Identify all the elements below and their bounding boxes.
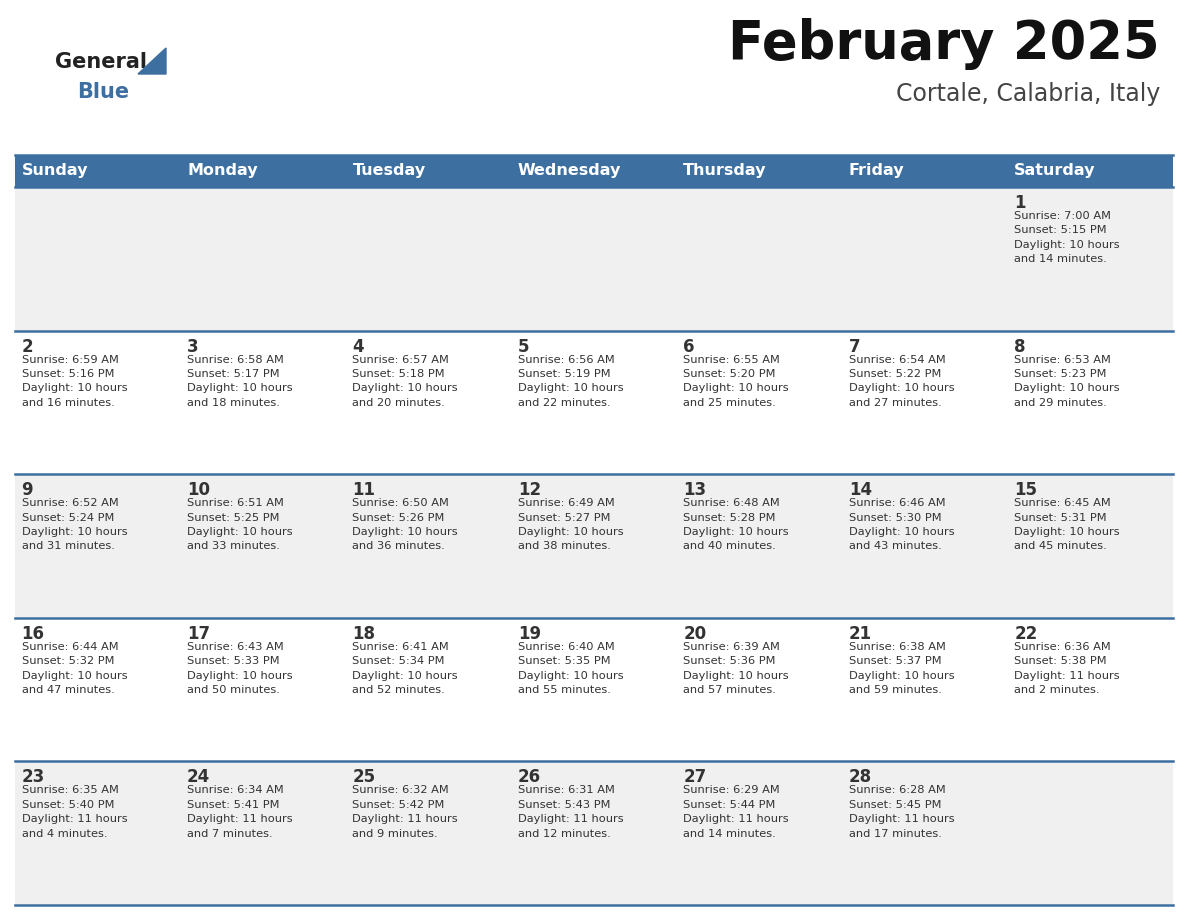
Text: 10: 10 [187,481,210,499]
Text: Sunrise: 6:36 AM
Sunset: 5:38 PM
Daylight: 11 hours
and 2 minutes.: Sunrise: 6:36 AM Sunset: 5:38 PM Dayligh… [1015,642,1120,695]
Text: Blue: Blue [77,82,129,102]
Text: Sunrise: 6:40 AM
Sunset: 5:35 PM
Daylight: 10 hours
and 55 minutes.: Sunrise: 6:40 AM Sunset: 5:35 PM Dayligh… [518,642,624,695]
Text: 24: 24 [187,768,210,787]
Text: 19: 19 [518,625,541,643]
Text: 9: 9 [21,481,33,499]
Text: Sunrise: 6:31 AM
Sunset: 5:43 PM
Daylight: 11 hours
and 12 minutes.: Sunrise: 6:31 AM Sunset: 5:43 PM Dayligh… [518,786,624,839]
Text: 5: 5 [518,338,530,355]
Text: 7: 7 [848,338,860,355]
Text: Sunrise: 6:44 AM
Sunset: 5:32 PM
Daylight: 10 hours
and 47 minutes.: Sunrise: 6:44 AM Sunset: 5:32 PM Dayligh… [21,642,127,695]
Text: Sunday: Sunday [21,162,88,177]
Text: Saturday: Saturday [1015,162,1095,177]
Text: Sunrise: 6:51 AM
Sunset: 5:25 PM
Daylight: 10 hours
and 33 minutes.: Sunrise: 6:51 AM Sunset: 5:25 PM Dayligh… [187,498,292,552]
Text: Sunrise: 6:48 AM
Sunset: 5:28 PM
Daylight: 10 hours
and 40 minutes.: Sunrise: 6:48 AM Sunset: 5:28 PM Dayligh… [683,498,789,552]
Text: Tuesday: Tuesday [353,162,425,177]
Text: Sunrise: 6:29 AM
Sunset: 5:44 PM
Daylight: 11 hours
and 14 minutes.: Sunrise: 6:29 AM Sunset: 5:44 PM Dayligh… [683,786,789,839]
Text: Sunrise: 6:34 AM
Sunset: 5:41 PM
Daylight: 11 hours
and 7 minutes.: Sunrise: 6:34 AM Sunset: 5:41 PM Dayligh… [187,786,292,839]
Text: Monday: Monday [187,162,258,177]
Text: 20: 20 [683,625,707,643]
Text: Sunrise: 6:43 AM
Sunset: 5:33 PM
Daylight: 10 hours
and 50 minutes.: Sunrise: 6:43 AM Sunset: 5:33 PM Dayligh… [187,642,292,695]
Text: 16: 16 [21,625,45,643]
Text: Sunrise: 6:39 AM
Sunset: 5:36 PM
Daylight: 10 hours
and 57 minutes.: Sunrise: 6:39 AM Sunset: 5:36 PM Dayligh… [683,642,789,695]
Text: 13: 13 [683,481,707,499]
Text: Sunrise: 7:00 AM
Sunset: 5:15 PM
Daylight: 10 hours
and 14 minutes.: Sunrise: 7:00 AM Sunset: 5:15 PM Dayligh… [1015,211,1120,264]
Text: Sunrise: 6:54 AM
Sunset: 5:22 PM
Daylight: 10 hours
and 27 minutes.: Sunrise: 6:54 AM Sunset: 5:22 PM Dayligh… [848,354,954,408]
Text: Sunrise: 6:50 AM
Sunset: 5:26 PM
Daylight: 10 hours
and 36 minutes.: Sunrise: 6:50 AM Sunset: 5:26 PM Dayligh… [353,498,459,552]
Text: 28: 28 [848,768,872,787]
Text: Sunrise: 6:55 AM
Sunset: 5:20 PM
Daylight: 10 hours
and 25 minutes.: Sunrise: 6:55 AM Sunset: 5:20 PM Dayligh… [683,354,789,408]
Text: Sunrise: 6:59 AM
Sunset: 5:16 PM
Daylight: 10 hours
and 16 minutes.: Sunrise: 6:59 AM Sunset: 5:16 PM Dayligh… [21,354,127,408]
Text: Sunrise: 6:56 AM
Sunset: 5:19 PM
Daylight: 10 hours
and 22 minutes.: Sunrise: 6:56 AM Sunset: 5:19 PM Dayligh… [518,354,624,408]
Text: Sunrise: 6:52 AM
Sunset: 5:24 PM
Daylight: 10 hours
and 31 minutes.: Sunrise: 6:52 AM Sunset: 5:24 PM Dayligh… [21,498,127,552]
Text: 12: 12 [518,481,541,499]
Text: 3: 3 [187,338,198,355]
Bar [15,155,1173,187]
Text: Sunrise: 6:53 AM
Sunset: 5:23 PM
Daylight: 10 hours
and 29 minutes.: Sunrise: 6:53 AM Sunset: 5:23 PM Dayligh… [1015,354,1120,408]
Text: 6: 6 [683,338,695,355]
Bar [15,187,1173,330]
Text: Sunrise: 6:45 AM
Sunset: 5:31 PM
Daylight: 10 hours
and 45 minutes.: Sunrise: 6:45 AM Sunset: 5:31 PM Dayligh… [1015,498,1120,552]
Text: Sunrise: 6:58 AM
Sunset: 5:17 PM
Daylight: 10 hours
and 18 minutes.: Sunrise: 6:58 AM Sunset: 5:17 PM Dayligh… [187,354,292,408]
Text: Sunrise: 6:32 AM
Sunset: 5:42 PM
Daylight: 11 hours
and 9 minutes.: Sunrise: 6:32 AM Sunset: 5:42 PM Dayligh… [353,786,459,839]
Text: 1: 1 [1015,194,1025,212]
Text: 25: 25 [353,768,375,787]
Text: General: General [55,52,147,72]
Text: Sunrise: 6:57 AM
Sunset: 5:18 PM
Daylight: 10 hours
and 20 minutes.: Sunrise: 6:57 AM Sunset: 5:18 PM Dayligh… [353,354,459,408]
Text: Sunrise: 6:41 AM
Sunset: 5:34 PM
Daylight: 10 hours
and 52 minutes.: Sunrise: 6:41 AM Sunset: 5:34 PM Dayligh… [353,642,459,695]
Text: 26: 26 [518,768,541,787]
Text: 4: 4 [353,338,364,355]
Text: 23: 23 [21,768,45,787]
Text: 17: 17 [187,625,210,643]
Text: Wednesday: Wednesday [518,162,621,177]
Bar [15,330,1173,475]
Text: Friday: Friday [848,162,904,177]
Text: 27: 27 [683,768,707,787]
Text: 11: 11 [353,481,375,499]
Text: 8: 8 [1015,338,1025,355]
Text: 14: 14 [848,481,872,499]
Text: Sunrise: 6:35 AM
Sunset: 5:40 PM
Daylight: 11 hours
and 4 minutes.: Sunrise: 6:35 AM Sunset: 5:40 PM Dayligh… [21,786,127,839]
Text: 15: 15 [1015,481,1037,499]
Text: 2: 2 [21,338,33,355]
Text: 22: 22 [1015,625,1037,643]
Bar [15,475,1173,618]
Text: Sunrise: 6:49 AM
Sunset: 5:27 PM
Daylight: 10 hours
and 38 minutes.: Sunrise: 6:49 AM Sunset: 5:27 PM Dayligh… [518,498,624,552]
Text: February 2025: February 2025 [728,18,1159,70]
Text: Sunrise: 6:28 AM
Sunset: 5:45 PM
Daylight: 11 hours
and 17 minutes.: Sunrise: 6:28 AM Sunset: 5:45 PM Dayligh… [848,786,954,839]
Polygon shape [138,48,166,74]
Text: 18: 18 [353,625,375,643]
Text: Sunrise: 6:46 AM
Sunset: 5:30 PM
Daylight: 10 hours
and 43 minutes.: Sunrise: 6:46 AM Sunset: 5:30 PM Dayligh… [848,498,954,552]
Bar [15,618,1173,761]
Text: Sunrise: 6:38 AM
Sunset: 5:37 PM
Daylight: 10 hours
and 59 minutes.: Sunrise: 6:38 AM Sunset: 5:37 PM Dayligh… [848,642,954,695]
Text: 21: 21 [848,625,872,643]
Bar [15,761,1173,905]
Text: Cortale, Calabria, Italy: Cortale, Calabria, Italy [896,82,1159,106]
Text: Thursday: Thursday [683,162,766,177]
